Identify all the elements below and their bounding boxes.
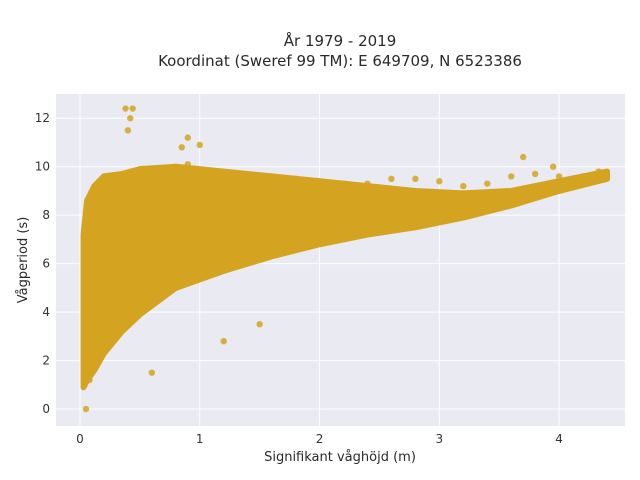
x-tick-labels: 0 1 2 3 4	[76, 432, 563, 446]
data-point	[112, 211, 120, 219]
x-tick-label: 4	[555, 432, 563, 446]
data-point	[88, 357, 96, 364]
data-point	[579, 173, 587, 180]
y-tick-label: 4	[42, 305, 50, 319]
data-point	[100, 248, 108, 255]
data-point	[292, 175, 299, 183]
data-point	[340, 180, 347, 187]
data-point	[256, 321, 263, 328]
data-point	[136, 182, 144, 190]
data-point	[220, 173, 227, 180]
data-point	[436, 178, 443, 185]
x-tick-label: 1	[196, 432, 204, 446]
data-point	[124, 127, 132, 134]
data-point	[460, 182, 467, 190]
point-cloud	[80, 163, 611, 391]
data-point	[220, 337, 227, 345]
data-point	[160, 168, 168, 175]
data-point	[484, 180, 491, 187]
x-tick-label: 3	[436, 432, 444, 446]
data-point	[531, 170, 539, 178]
data-point	[122, 105, 129, 112]
data-point	[148, 175, 156, 183]
y-axis-label: Vågperiod (s)	[16, 217, 31, 304]
data-point	[196, 141, 203, 149]
data-point	[244, 175, 251, 183]
y-tick-label: 0	[42, 402, 50, 416]
data-point	[94, 284, 102, 292]
y-tick-label: 10	[35, 160, 50, 174]
x-tick-label: 0	[76, 432, 84, 446]
chart-title-line2: Koordinat (Sweref 99 TM): E 649709, N 65…	[158, 52, 522, 70]
data-point	[136, 272, 144, 279]
data-point	[549, 163, 557, 170]
data-point	[86, 376, 93, 384]
y-tick-label: 6	[42, 257, 50, 271]
data-point	[316, 178, 323, 185]
y-tick-label: 2	[42, 354, 50, 368]
data-point	[83, 308, 91, 316]
data-point	[519, 153, 527, 161]
data-point	[172, 163, 179, 170]
data-point	[184, 134, 191, 141]
data-point	[208, 170, 215, 178]
data-point	[196, 168, 203, 175]
data-point	[508, 173, 515, 180]
data-point	[148, 369, 156, 376]
data-point	[184, 161, 191, 168]
data-point	[268, 173, 275, 180]
data-point	[124, 187, 132, 195]
y-tick-label: 12	[35, 111, 50, 125]
data-point	[127, 115, 134, 122]
data-point	[98, 345, 105, 352]
y-tick-labels: 0 2 4 6 8 10 12	[35, 111, 50, 416]
data-point	[364, 180, 371, 187]
data-point	[595, 168, 602, 175]
y-tick-label: 8	[42, 208, 50, 222]
data-point	[82, 405, 90, 413]
data-point	[388, 175, 395, 183]
data-point	[91, 321, 98, 328]
x-tick-label: 2	[316, 432, 324, 446]
density-cloud	[80, 163, 611, 391]
data-point	[412, 175, 419, 183]
data-points	[82, 105, 602, 413]
data-point	[112, 260, 120, 267]
data-point	[106, 224, 114, 231]
chart-title-line1: År 1979 - 2019	[284, 31, 397, 50]
data-point	[178, 144, 185, 151]
data-point	[555, 173, 563, 180]
x-axis-label: Signifikant våghöjd (m)	[264, 450, 416, 465]
data-point	[118, 199, 126, 207]
data-point	[129, 105, 136, 112]
